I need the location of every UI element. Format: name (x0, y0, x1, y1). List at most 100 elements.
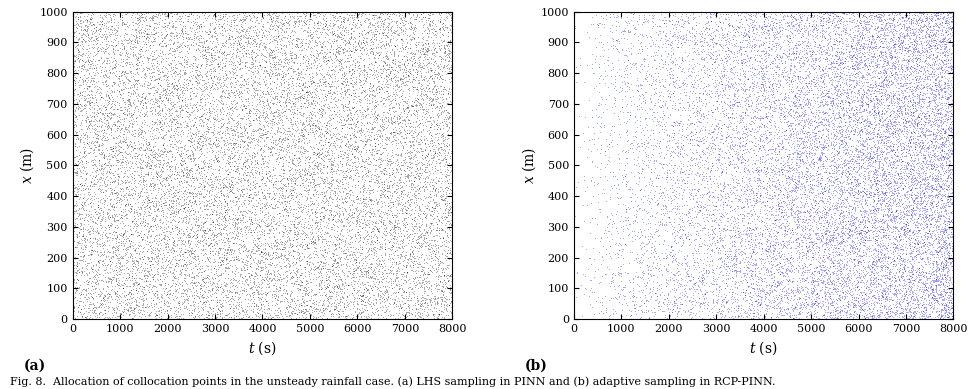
Point (270, 297, 286, 303)
Point (786, 149, 802, 155)
Point (299, 258, 315, 264)
Point (247, 13, 262, 19)
Point (321, 136, 337, 142)
Point (832, 259, 847, 265)
Point (319, 164, 335, 170)
Point (945, 84, 960, 91)
Point (892, 300, 907, 307)
Point (685, 255, 701, 261)
Point (378, 37, 394, 44)
Point (817, 240, 832, 246)
Point (219, 280, 234, 286)
Point (134, 311, 149, 317)
Point (389, 23, 405, 30)
Point (785, 46, 801, 52)
Point (892, 49, 907, 55)
Point (844, 63, 860, 69)
Point (211, 76, 227, 82)
Point (793, 76, 808, 82)
Point (928, 21, 944, 28)
Point (270, 113, 286, 119)
Point (728, 232, 743, 238)
Point (664, 223, 680, 229)
Point (408, 267, 424, 273)
Point (176, 179, 192, 185)
Point (128, 160, 143, 166)
Point (212, 246, 227, 252)
Point (426, 19, 441, 26)
Point (912, 48, 927, 54)
Point (321, 120, 337, 126)
Point (225, 189, 240, 195)
Point (796, 112, 811, 119)
Point (667, 196, 682, 202)
Point (347, 154, 362, 161)
Point (287, 216, 303, 222)
Point (408, 306, 424, 312)
Point (740, 309, 755, 315)
Point (302, 125, 318, 131)
Point (876, 30, 892, 36)
Point (727, 260, 742, 266)
Point (204, 281, 220, 287)
Point (608, 23, 623, 29)
Point (714, 299, 730, 305)
Point (713, 169, 729, 175)
Point (711, 235, 727, 241)
Point (943, 300, 958, 307)
Point (823, 29, 838, 35)
Point (304, 90, 319, 96)
Point (659, 210, 675, 217)
Point (907, 244, 923, 250)
Point (712, 293, 728, 299)
Point (922, 113, 937, 119)
Point (904, 179, 920, 185)
Point (157, 270, 172, 277)
Point (718, 37, 734, 44)
Point (795, 39, 810, 45)
Point (111, 285, 127, 291)
Point (268, 107, 284, 114)
Point (439, 156, 454, 162)
Point (197, 47, 213, 54)
Point (738, 276, 753, 282)
Point (791, 162, 806, 168)
Point (883, 302, 898, 308)
Point (79, 91, 95, 98)
Point (692, 301, 708, 307)
Point (430, 301, 445, 307)
Point (942, 85, 957, 91)
Point (588, 215, 603, 221)
Point (810, 116, 826, 122)
Point (945, 63, 960, 69)
Point (912, 185, 927, 191)
Point (638, 89, 653, 95)
Point (356, 268, 372, 274)
Point (163, 30, 178, 36)
Point (245, 166, 260, 172)
Point (750, 296, 766, 303)
Point (906, 287, 922, 293)
Point (309, 159, 324, 165)
Point (775, 277, 791, 283)
Point (674, 33, 689, 39)
Point (857, 209, 872, 215)
Point (124, 148, 139, 154)
Point (594, 252, 610, 259)
Point (626, 101, 642, 107)
Point (902, 51, 918, 57)
Point (597, 293, 613, 300)
Point (395, 92, 410, 98)
Point (869, 251, 885, 258)
Point (71, 63, 86, 70)
Point (326, 299, 342, 305)
Point (176, 70, 192, 76)
Point (190, 209, 205, 215)
Point (717, 86, 733, 92)
Point (128, 105, 143, 112)
Point (844, 299, 860, 305)
Point (273, 49, 288, 55)
Point (685, 150, 701, 156)
Point (922, 282, 937, 289)
Point (78, 158, 94, 164)
